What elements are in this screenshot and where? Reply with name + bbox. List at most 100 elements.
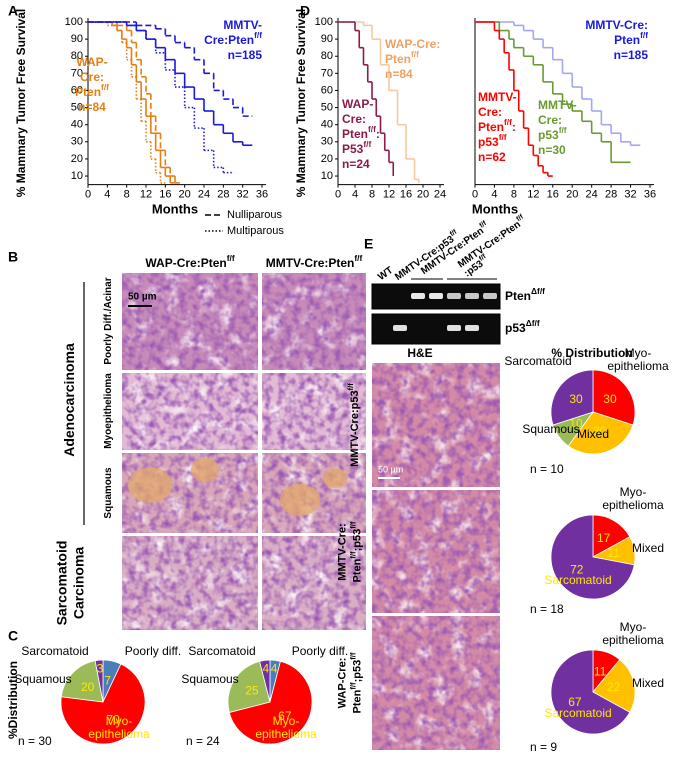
slice-label-line: epithelioma — [602, 633, 664, 647]
band-label: p53Δf/f — [505, 318, 540, 335]
slice-label: Mixed — [632, 676, 664, 690]
curve-annotation-line: n=185 — [228, 48, 263, 62]
row-label-line: WAP-Cre: — [336, 658, 348, 709]
y-tick-label: 60 — [71, 84, 83, 96]
text-segment: p53 — [505, 321, 526, 335]
pie-slice — [567, 411, 634, 455]
y-tick-label: 30 — [321, 136, 333, 148]
superscript: f/f — [348, 652, 357, 660]
slice-label: Squamous — [181, 672, 238, 686]
band-label-line: PtenΔf/f — [505, 286, 545, 303]
text-segment: Pten — [505, 289, 531, 303]
text-segment: n=185 — [614, 48, 649, 62]
slice-value: 10 — [569, 417, 583, 431]
text-segment: Sarcomatoid — [53, 541, 69, 626]
text-segment: WAP-Cre: — [336, 658, 348, 709]
y-tick-label: 20 — [321, 153, 333, 165]
superscript: f/f — [346, 383, 355, 391]
slice-label-line: Myo- — [620, 485, 647, 499]
legend-label: Multiparous — [227, 225, 284, 237]
slice-value: 11 — [608, 546, 621, 560]
superscript: f/f — [254, 30, 262, 40]
y-axis-title-text: %Distribution — [6, 661, 20, 739]
superscript: f/f — [348, 521, 357, 529]
text-segment: Pten — [351, 689, 363, 713]
y-tick-label: 90 — [321, 33, 333, 45]
curve-annotation: WAP-Cre:Ptenf/f:P53f/fn=24 — [342, 97, 380, 171]
pie-slice — [227, 660, 271, 713]
curve-annotation-line: n=185 — [614, 48, 649, 62]
pie-slice — [550, 649, 631, 735]
x-tick-label: 24 — [434, 189, 446, 201]
text-segment: Pten — [478, 120, 504, 134]
legend-label: Nulliparous — [227, 209, 283, 221]
sample-size: n = 10 — [530, 462, 564, 476]
x-tick-label: 4 — [104, 189, 110, 201]
slice-label: Poorly diff. — [125, 644, 181, 658]
y-tick-label: 90 — [71, 33, 83, 45]
text-segment: Cre: — [478, 105, 502, 119]
histology-texture — [372, 363, 500, 487]
x-tick-label: 8 — [511, 189, 517, 201]
slice-value: 30 — [569, 392, 583, 406]
y-tick-label: 80 — [321, 50, 333, 62]
panel-letter: C — [8, 628, 18, 644]
slice-label: Mixed — [632, 541, 664, 555]
superscript: f/f — [516, 213, 526, 223]
text-segment: : — [376, 127, 380, 141]
pie-slice — [60, 660, 104, 703]
slice-label: Poorly diff. — [292, 644, 348, 658]
curve-annotation-line: p53f/f — [478, 132, 507, 149]
column-header: % Distribution — [551, 346, 632, 360]
text-segment: ;p53 — [351, 529, 363, 552]
column-header-line: WAP-Cre:Ptenf/f — [145, 253, 234, 270]
gel-band — [465, 293, 479, 299]
slice-label: Sarcomatoid — [188, 644, 255, 658]
text-segment: Pten — [614, 33, 640, 47]
text-segment: n=185 — [228, 48, 263, 62]
histology-texture — [262, 536, 366, 630]
curve-annotation-line: MMTV- — [223, 18, 262, 32]
slice-label: Sarcomatoid — [544, 706, 611, 720]
text-segment: MMTV-Cre: — [336, 523, 348, 580]
superscript: f/f — [348, 551, 357, 559]
superscript: f/f — [363, 139, 371, 149]
x-tick-label: 20 — [179, 189, 191, 201]
superscript: f/f — [559, 125, 567, 135]
panel-letter: B — [8, 249, 18, 265]
curve-annotation-line: Cre: — [478, 105, 502, 119]
text-segment: MMTV- — [538, 98, 577, 112]
text-segment: WAP-Cre: — [385, 37, 440, 51]
text-segment: p53 — [478, 135, 499, 149]
superscript: f/f — [504, 117, 512, 127]
sample-size: n = 9 — [530, 740, 557, 754]
pie-slice — [550, 514, 635, 600]
slice-label-line: epithelioma — [602, 498, 664, 512]
y-tick-label: 50 — [71, 101, 83, 113]
superscript: f/f — [348, 682, 357, 690]
slice-value: 4 — [271, 662, 278, 676]
column-header: H&E — [407, 346, 432, 360]
y-tick-label: 30 — [71, 136, 83, 148]
curve-annotation: MMTV-Cre:Ptenf/fn=185 — [585, 18, 648, 62]
text-segment: MMTV-Cre:p53 — [349, 390, 361, 466]
slice-label: Myo-epithelioma — [602, 620, 664, 647]
text-segment: n=30 — [538, 143, 566, 157]
text-segment: n=84 — [385, 67, 413, 81]
gel-band — [465, 325, 479, 331]
band-label: PtenΔf/f — [505, 286, 545, 303]
slice-label: Sarcomatoid — [544, 573, 611, 587]
curve-annotation-line: MMTV-Cre: — [585, 18, 648, 32]
gel-band — [411, 293, 425, 299]
superscript: f/f — [478, 253, 488, 263]
x-axis-title: Months — [152, 201, 198, 216]
x-tick-label: 36 — [644, 189, 656, 201]
slice-label: Squamous — [522, 422, 579, 436]
x-tick-label: 20 — [566, 189, 578, 201]
text-segment: MMTV-Cre:Pten — [266, 256, 355, 270]
keratin-pearl — [191, 458, 219, 482]
text-segment: Adenocarcinoma — [61, 343, 77, 457]
curve-annotation-line: Cre: — [538, 113, 562, 127]
curve-annotation-line: p53f/f — [538, 125, 567, 142]
